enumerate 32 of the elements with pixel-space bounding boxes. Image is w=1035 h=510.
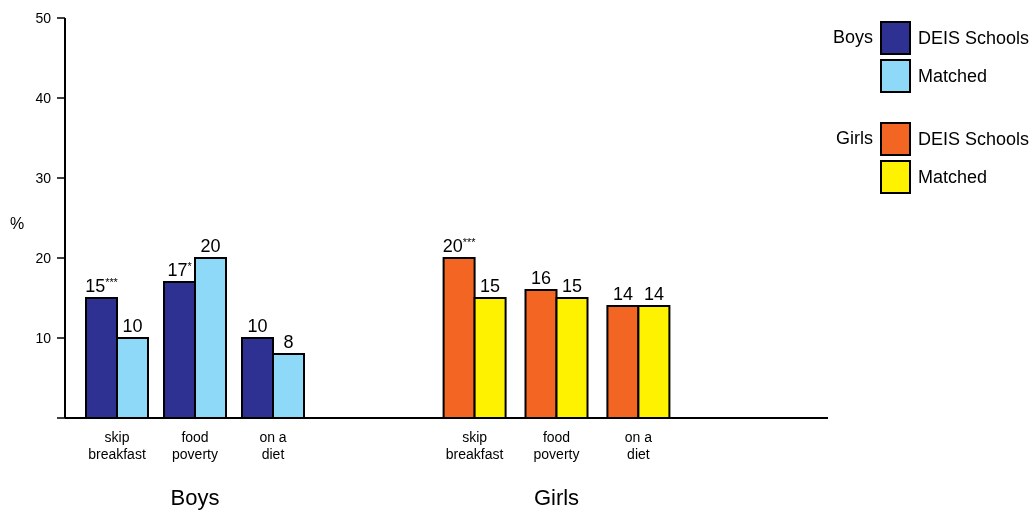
y-axis-title: % [9,215,25,232]
x-tick-label: skip breakfast [445,429,504,462]
data-label: 20 [200,236,221,256]
data-label: 15 [561,276,583,296]
data-label: 10 [247,316,268,336]
legend-label: DEIS Schools [918,129,1030,149]
legend-label: Matched [918,66,988,86]
x-tick-label: skip breakfast [88,429,146,462]
data-label: 20$^{***}$ [442,236,477,256]
data-label: 10 [122,316,143,336]
y-tick-label: 40 [35,90,52,106]
data-label: 16 [530,268,552,288]
data-label: 14 [612,284,633,304]
data-label: 17$^{*}$ [167,260,193,280]
text: Girls [533,485,580,510]
data-label: 15$^{***}$ [85,276,119,296]
y-tick-label: 20 [35,250,52,266]
text: Girls [836,128,873,148]
x-tick-label: food poverty [172,429,218,462]
text: Boys [170,485,220,510]
y-tick-label: 50 [35,10,52,26]
data-label: 8 [283,332,294,352]
text: Boys [832,27,873,47]
legend-label: DEIS Schools [918,28,1030,48]
legend-label: Matched [918,167,988,187]
data-label: 15 [480,276,501,296]
x-tick-label: on a diet [624,429,653,462]
y-tick-label: 30 [35,170,52,186]
x-tick-label: food poverty [533,429,580,462]
data-label: 14 [643,284,664,304]
y-tick-label: 10 [35,330,52,346]
x-tick-label: on a diet [259,429,287,462]
